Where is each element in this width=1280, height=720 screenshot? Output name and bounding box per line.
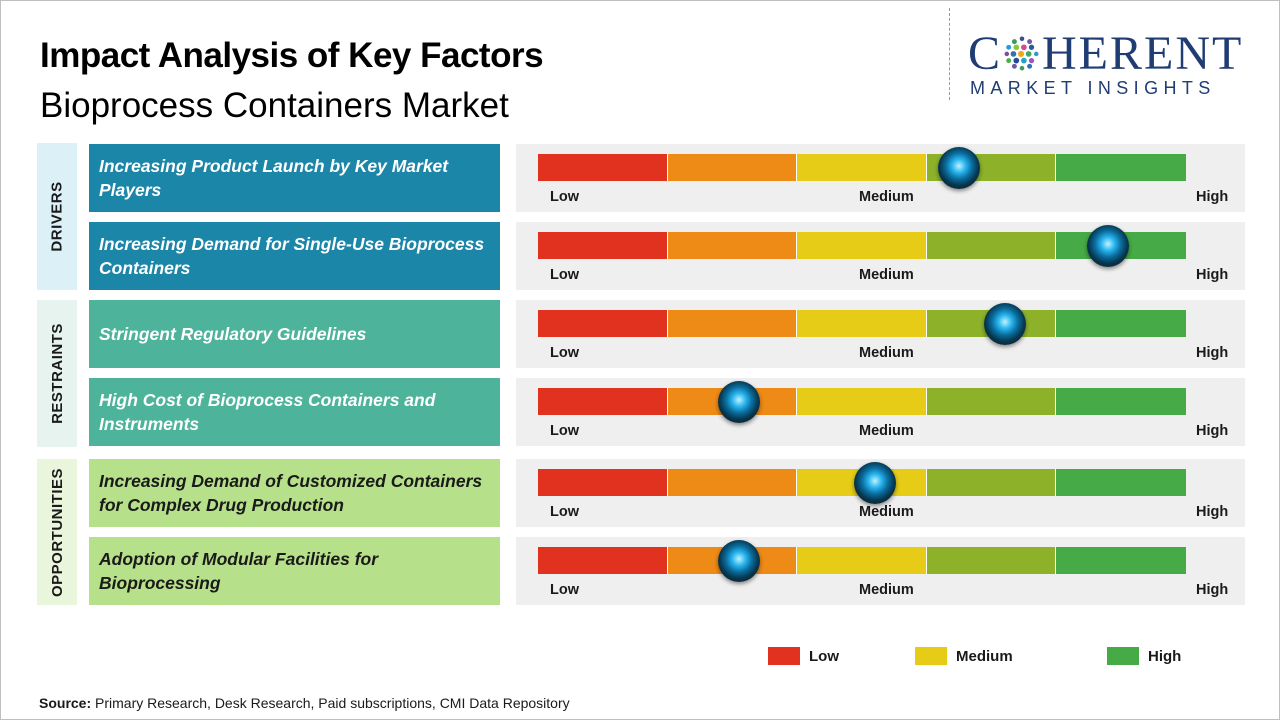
gauge-segment-1 (538, 547, 668, 574)
gauge-scale-label-med: Medium (859, 345, 914, 361)
gauge-segment-3 (797, 547, 927, 574)
factor-label: Increasing Demand for Single-Use Bioproc… (89, 222, 500, 290)
impact-gauge: Low Medium High (516, 300, 1245, 368)
gauge-bar (538, 388, 1186, 415)
legend-item-low: Low (768, 647, 839, 665)
gauge-scale-label-low: Low (550, 267, 579, 283)
legend-item-medium: Medium (915, 647, 1013, 665)
source-note: Source: Primary Research, Desk Research,… (39, 695, 570, 711)
impact-marker (717, 540, 760, 582)
gauge-scale-label-low: Low (550, 189, 579, 205)
brand-logo: C HERENT (968, 28, 1243, 80)
gauge-segment-1 (538, 310, 668, 337)
category-label-restraints: RESTRAINTS (37, 300, 77, 447)
gauge-segment-2 (667, 310, 798, 337)
gauge-scale-label-med: Medium (859, 189, 914, 205)
logo-tagline: MARKET INSIGHTS (970, 78, 1216, 98)
impact-gauge: Low Medium High (516, 222, 1245, 290)
gauge-segment-2 (667, 469, 798, 496)
impact-gauge: Low Medium High (516, 537, 1245, 605)
legend-swatch-medium (915, 647, 947, 665)
gauge-scale-label-med: Medium (859, 504, 914, 520)
impact-marker (983, 303, 1026, 345)
category-text: OPPORTUNITIES (48, 467, 66, 597)
gauge-segment-3 (797, 388, 927, 415)
gauge-segment-4 (926, 469, 1057, 496)
gauge-scale-label-med: Medium (859, 267, 914, 283)
gauge-segment-3 (797, 154, 927, 181)
impact-marker (1087, 225, 1130, 267)
gauge-scale-label-med: Medium (859, 582, 914, 598)
gauge-bar (538, 310, 1186, 337)
factor-label: Increasing Demand of Customized Containe… (89, 459, 500, 527)
gauge-segment-4 (926, 388, 1057, 415)
gauge-segment-3 (797, 310, 927, 337)
logo-divider (949, 8, 950, 100)
impact-gauge: Low Medium High (516, 144, 1245, 212)
gauge-segment-4 (926, 547, 1057, 574)
category-label-opportunities: OPPORTUNITIES (37, 459, 77, 605)
legend-swatch-high (1107, 647, 1139, 665)
factor-label: Adoption of Modular Facilities for Biopr… (89, 537, 500, 605)
impact-marker (853, 462, 896, 504)
category-label-drivers: DRIVERS (37, 143, 77, 290)
legend-label-medium: Medium (956, 647, 1013, 665)
gauge-segment-2 (667, 232, 798, 259)
gauge-segment-1 (538, 469, 668, 496)
legend-label-low: Low (809, 647, 839, 665)
gauge-segment-5 (1056, 388, 1186, 415)
gauge-segment-3 (797, 232, 927, 259)
gauge-scale-label-high: High (1196, 345, 1229, 361)
logo-letter-c: C (968, 27, 1003, 80)
impact-gauge: Low Medium High (516, 459, 1245, 527)
logo-dot-globe-icon (1004, 36, 1039, 71)
gauge-scale-label-low: Low (550, 423, 579, 439)
gauge-scale-label-high: High (1196, 267, 1229, 283)
gauge-bar (538, 154, 1186, 181)
page-title: Impact Analysis of Key Factors (40, 36, 544, 75)
gauge-segment-5 (1056, 469, 1186, 496)
legend-item-high: High (1107, 647, 1181, 665)
source-text: Primary Research, Desk Research, Paid su… (91, 695, 570, 711)
gauge-segment-5 (1056, 310, 1186, 337)
gauge-scale-label-low: Low (550, 582, 579, 598)
gauge-segment-5 (1056, 154, 1186, 181)
legend-label-high: High (1148, 647, 1182, 665)
category-text: RESTRAINTS (48, 323, 66, 424)
gauge-bar (538, 547, 1186, 574)
gauge-scale-label-high: High (1196, 189, 1229, 205)
logo-text-rest: HERENT (1042, 27, 1244, 80)
gauge-segment-5 (1056, 547, 1186, 574)
gauge-segment-2 (667, 154, 798, 181)
gauge-scale-label-high: High (1196, 582, 1229, 598)
factor-label: Stringent Regulatory Guidelines (89, 300, 500, 368)
source-prefix: Source: (39, 695, 92, 711)
gauge-segment-1 (538, 232, 668, 259)
gauge-segment-4 (926, 232, 1057, 259)
gauge-scale-label-low: Low (550, 504, 579, 520)
legend-swatch-low (768, 647, 800, 665)
page-subtitle: Bioprocess Containers Market (40, 86, 509, 125)
gauge-scale-label-low: Low (550, 345, 579, 361)
gauge-scale-label-high: High (1196, 504, 1229, 520)
gauge-segment-1 (538, 154, 668, 181)
impact-marker (717, 381, 760, 423)
factor-label: Increasing Product Launch by Key Market … (89, 144, 500, 212)
category-text: DRIVERS (48, 181, 66, 252)
gauge-scale-label-high: High (1196, 423, 1229, 439)
impact-gauge: Low Medium High (516, 378, 1245, 446)
gauge-segment-1 (538, 388, 668, 415)
factor-label: High Cost of Bioprocess Containers and I… (89, 378, 500, 446)
gauge-scale-label-med: Medium (859, 423, 914, 439)
impact-marker (938, 147, 981, 189)
